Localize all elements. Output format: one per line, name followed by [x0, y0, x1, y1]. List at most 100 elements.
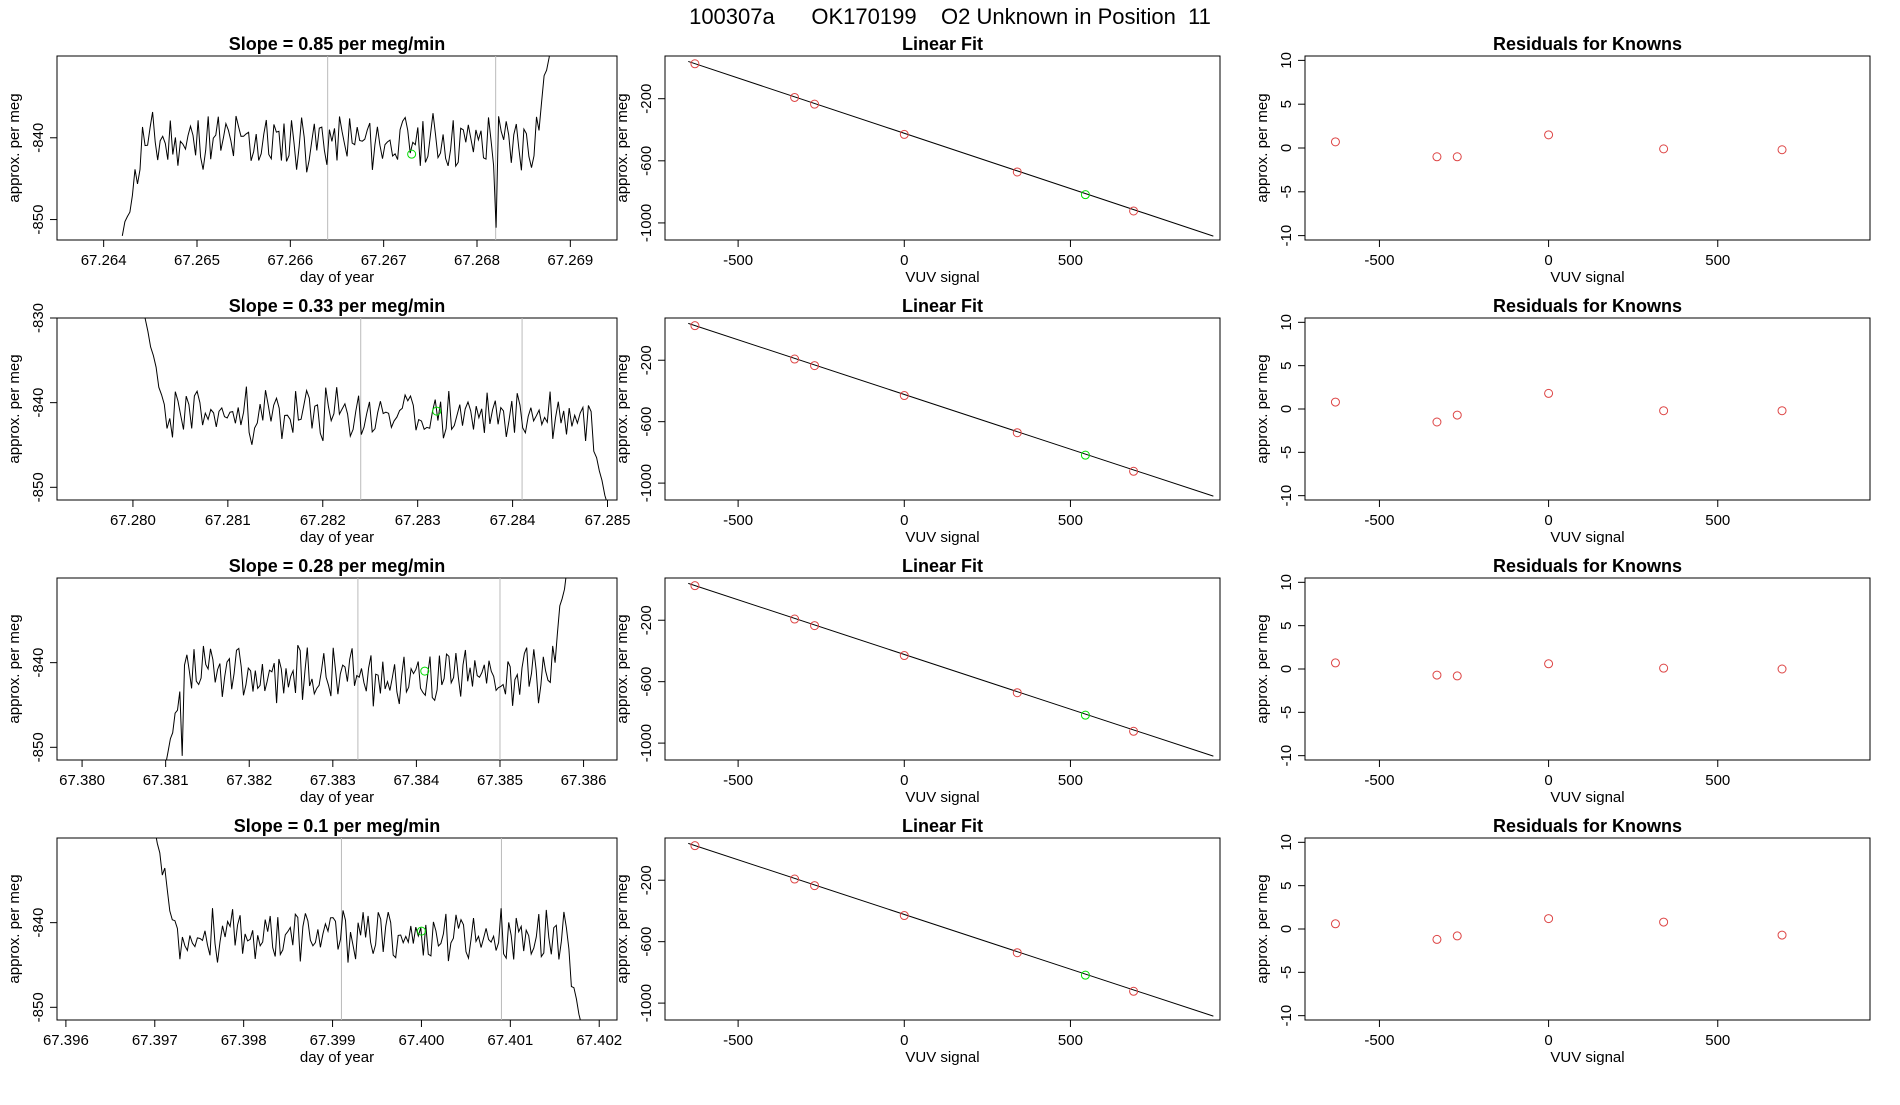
known-point	[1012, 948, 1022, 958]
unknown-point	[1080, 970, 1090, 980]
fit-line	[688, 582, 1214, 757]
plot-area	[688, 59, 1214, 237]
x-tick-label: 67.384	[393, 772, 439, 789]
known-point	[1012, 167, 1022, 177]
panel-11: Linear Fit -500 0 500 VUV signal -200 -600 -100…	[614, 816, 1221, 1066]
x-tick-label: 67.385	[477, 772, 523, 789]
y-axis-label: approx. per meg	[6, 354, 23, 463]
plot-area	[1330, 388, 1787, 427]
x-axis-label: day of year	[300, 269, 374, 286]
y-tick-label: -1000	[638, 984, 655, 1022]
y-tick-label: -10	[1278, 745, 1295, 767]
x-tick-label: -500	[723, 512, 753, 529]
panel-title: Slope = 0.1 per meg/min	[234, 816, 441, 836]
panel-title: Residuals for Knowns	[1493, 34, 1682, 54]
y-tick-label: -10	[1278, 225, 1295, 247]
plot-area	[165, 578, 567, 760]
plot-area	[1330, 658, 1787, 681]
known-point	[1544, 659, 1554, 669]
y-axis-label: approx. per meg	[1254, 93, 1271, 202]
y-tick-label: -850	[30, 992, 47, 1022]
x-axis-label: VUV signal	[905, 1049, 979, 1066]
known-point	[1544, 388, 1554, 398]
x-axis-label: day of year	[300, 1049, 374, 1066]
y-tick-label: -10	[1278, 485, 1295, 507]
y-axis-label: approx. per meg	[1254, 874, 1271, 983]
panel-title: Linear Fit	[902, 816, 983, 836]
plot-frame	[56, 577, 618, 761]
x-tick-label: -500	[1364, 252, 1394, 269]
x-tick-label: 67.283	[395, 512, 441, 529]
y-tick-label: 0	[1278, 405, 1295, 413]
y-tick-label: -840	[30, 123, 47, 153]
y-tick-label: -830	[30, 303, 47, 333]
known-point	[1432, 417, 1442, 427]
known-point	[1330, 919, 1340, 929]
known-point	[810, 99, 820, 109]
plot-area	[1330, 130, 1787, 162]
known-point	[1544, 130, 1554, 140]
x-tick-label: 67.402	[576, 1032, 622, 1049]
known-point	[1330, 658, 1340, 668]
y-tick-label: 5	[1278, 621, 1295, 629]
known-point	[1452, 152, 1462, 162]
y-tick-label: -200	[638, 345, 655, 375]
x-tick-label: 500	[1058, 1032, 1083, 1049]
x-tick-label: -500	[723, 252, 753, 269]
signal-trace	[121, 56, 550, 236]
y-tick-label: 5	[1278, 361, 1295, 369]
page-title: 100307a OK170199 O2 Unknown in Position …	[689, 4, 1211, 29]
x-tick-label: 67.282	[300, 512, 346, 529]
y-tick-label: -200	[638, 605, 655, 635]
x-tick-label: 500	[1058, 252, 1083, 269]
y-tick-label: -850	[30, 205, 47, 235]
panel-title: Residuals for Knowns	[1493, 816, 1682, 836]
panel-10: Slope = 0.1 per meg/min 67.396 67.397 67.39…	[6, 816, 622, 1066]
y-tick-label: 0	[1278, 144, 1295, 152]
y-tick-label: -1000	[638, 204, 655, 242]
known-point	[1659, 917, 1669, 927]
known-point	[1432, 670, 1442, 680]
x-tick-label: 67.285	[585, 512, 631, 529]
known-point	[899, 651, 909, 661]
x-axis-label: VUV signal	[1550, 269, 1624, 286]
y-tick-label: -10	[1278, 1005, 1295, 1027]
known-point	[1659, 144, 1669, 154]
x-tick-label: 67.280	[110, 512, 156, 529]
y-tick-label: -600	[638, 407, 655, 437]
panel-1: Slope = 0.85 per meg/min 67.264 67.265 67.2…	[6, 34, 618, 286]
panel-4: Slope = 0.33 per meg/min 67.280 67.281 67.2…	[6, 296, 630, 546]
y-axis-label: approx. per meg	[1254, 614, 1271, 723]
plot-area	[688, 321, 1214, 497]
y-tick-label: -850	[30, 472, 47, 502]
x-tick-label: 67.398	[221, 1032, 267, 1049]
x-tick-label: 500	[1058, 512, 1083, 529]
x-tick-label: 500	[1705, 1032, 1730, 1049]
known-point	[690, 841, 700, 851]
signal-trace	[155, 838, 581, 1020]
unknown-point	[1080, 710, 1090, 720]
known-point	[899, 911, 909, 921]
panel-12: Residuals for Knowns -500 0 500 VUV signal 10…	[1254, 816, 1871, 1066]
x-tick-label: -500	[1364, 1032, 1394, 1049]
x-tick-label: 500	[1705, 512, 1730, 529]
plot-frame	[1304, 837, 1871, 1021]
plot-frame	[1304, 577, 1871, 761]
x-tick-label: 0	[900, 512, 908, 529]
known-point	[1330, 397, 1340, 407]
x-tick-label: 0	[900, 1032, 908, 1049]
x-axis-label: VUV signal	[1550, 1049, 1624, 1066]
y-tick-label: 10	[1278, 834, 1295, 851]
known-point	[1129, 986, 1139, 996]
panel-3: Residuals for Knowns -500 0 500 VUV signal 10…	[1254, 34, 1871, 286]
y-tick-label: -840	[30, 648, 47, 678]
panel-6: Residuals for Knowns -500 0 500 VUV signal 10…	[1254, 296, 1871, 546]
x-tick-label: 67.267	[361, 252, 407, 269]
x-tick-label: 0	[1544, 512, 1552, 529]
y-tick-label: -600	[638, 927, 655, 957]
signal-trace	[144, 318, 607, 500]
y-tick-label: -600	[638, 667, 655, 697]
known-point	[1330, 137, 1340, 147]
known-point	[1777, 406, 1787, 416]
known-point	[810, 881, 820, 891]
